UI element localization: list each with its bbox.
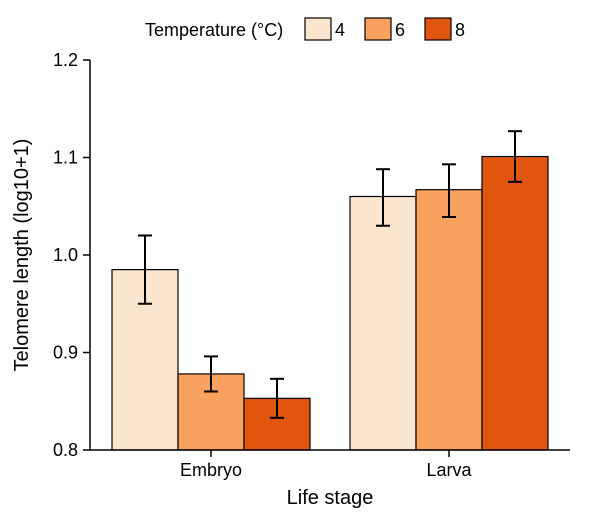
- ytick-label: 1.2: [53, 50, 78, 70]
- legend-swatch: [365, 18, 391, 40]
- legend-label: 8: [455, 20, 465, 40]
- chart-svg: 0.8 0.9 1.0 1.1 1.2 Embryo Larva Life stage Telo…: [0, 0, 594, 512]
- legend-title: Temperature (°C): [145, 20, 283, 40]
- legend-swatch: [305, 18, 331, 40]
- ytick-label: 1.0: [53, 245, 78, 265]
- ytick-label: 1.1: [53, 148, 78, 168]
- bar: [482, 157, 548, 450]
- ytick-label: 0.8: [53, 440, 78, 460]
- ytick-label: 0.9: [53, 343, 78, 363]
- legend-swatch: [425, 18, 451, 40]
- legend-label: 6: [395, 20, 405, 40]
- xtick-label: Larva: [426, 460, 472, 480]
- legend-label: 4: [335, 20, 345, 40]
- telomere-chart: 0.8 0.9 1.0 1.1 1.2 Embryo Larva Life stage Telo…: [0, 0, 594, 512]
- bar: [350, 197, 416, 451]
- y-axis-label: Telomere length (log10+1): [11, 139, 33, 372]
- bar: [416, 190, 482, 450]
- xtick-label: Embryo: [180, 460, 242, 480]
- x-axis-label: Life stage: [287, 487, 374, 509]
